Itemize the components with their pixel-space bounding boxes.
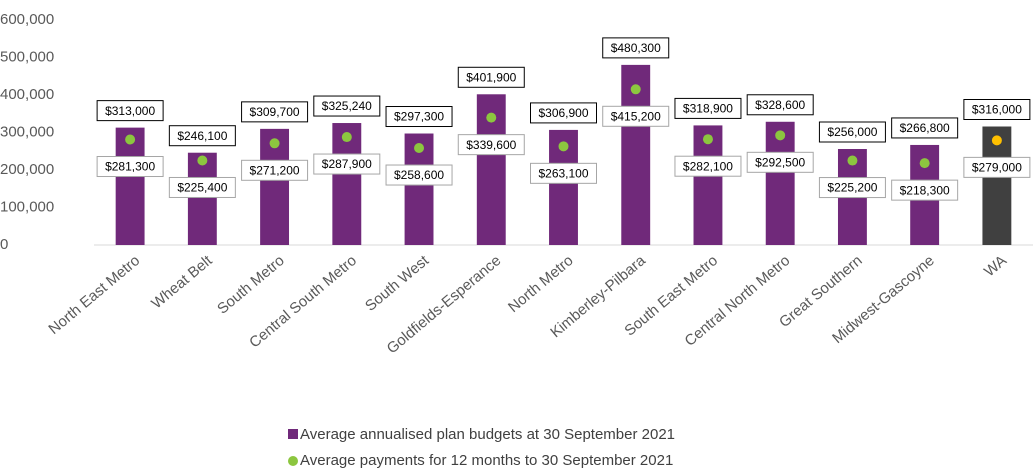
data-label-box <box>457 134 525 156</box>
y-tick-label: 0 <box>0 236 8 253</box>
data-label: $316,000 <box>972 103 1022 117</box>
data-label-box <box>530 162 597 184</box>
y-tick-label: 600,000 <box>0 11 54 28</box>
bar <box>115 127 145 245</box>
data-label: $266,800 <box>900 121 950 135</box>
data-label-box <box>963 156 1031 178</box>
data-label: $328,600 <box>755 98 805 112</box>
data-label: $292,500 <box>755 155 805 169</box>
data-label: $271,200 <box>250 163 300 177</box>
data-label: $306,900 <box>538 106 588 120</box>
legend-label: Average annualised plan budgets at 30 Se… <box>300 426 675 443</box>
data-label: $287,900 <box>322 157 372 171</box>
bar <box>693 125 723 245</box>
legend-label: Average payments for 12 months to 30 Sep… <box>300 452 673 469</box>
dot <box>775 130 786 141</box>
data-label: $309,700 <box>250 105 300 119</box>
data-label-box <box>457 66 525 88</box>
data-label: $339,600 <box>466 138 516 152</box>
data-label: $258,600 <box>394 168 444 182</box>
y-tick-label: 100,000 <box>0 198 54 215</box>
data-label-box <box>385 164 453 186</box>
bar <box>765 121 795 245</box>
data-label-box <box>818 121 886 143</box>
dot <box>125 134 136 145</box>
data-label: $325,240 <box>322 99 372 113</box>
data-label: $401,900 <box>466 70 516 84</box>
data-label-box <box>96 100 164 122</box>
data-label: $246,100 <box>177 129 227 143</box>
data-label: $256,000 <box>827 125 877 139</box>
data-label-box <box>963 99 1031 120</box>
data-label: $297,300 <box>394 110 444 124</box>
data-label: $279,000 <box>972 161 1022 175</box>
data-label: $225,200 <box>827 181 877 195</box>
data-label-box <box>168 176 236 198</box>
x-tick-label: South West <box>362 252 433 315</box>
dot <box>558 141 569 152</box>
data-label-box <box>746 94 814 116</box>
data-label-box <box>168 125 236 147</box>
data-label-box <box>530 102 597 124</box>
data-label-box <box>674 97 742 119</box>
data-label-box <box>602 105 670 127</box>
data-label: $263,100 <box>538 167 588 181</box>
data-label-box <box>746 151 814 173</box>
data-label: $480,300 <box>611 41 661 55</box>
x-tick-label: WA <box>981 252 1010 280</box>
legend-swatch <box>288 429 298 439</box>
x-tick-label: North Metro <box>505 252 577 316</box>
data-label: $281,300 <box>105 160 155 174</box>
x-tick-label: South Metro <box>214 252 288 318</box>
data-label-box <box>602 37 670 59</box>
y-tick-label: 200,000 <box>0 161 54 178</box>
data-label: $218,300 <box>900 183 950 197</box>
x-tick-label: Wheat Belt <box>148 252 216 313</box>
dot <box>486 112 497 123</box>
data-label-box <box>241 101 309 123</box>
y-tick-label: 500,000 <box>0 48 54 65</box>
data-label: $415,200 <box>611 109 661 123</box>
y-tick-label: 400,000 <box>0 86 54 103</box>
data-label: $313,000 <box>105 104 155 118</box>
data-label-box <box>891 117 959 139</box>
data-label: $282,100 <box>683 159 733 173</box>
data-label-box <box>313 153 381 175</box>
dot <box>414 143 425 154</box>
data-label-box <box>385 106 453 128</box>
dot <box>919 158 930 169</box>
bar <box>982 126 1012 245</box>
legend-swatch <box>288 456 298 466</box>
bar <box>187 152 217 245</box>
data-label-box <box>96 156 164 178</box>
dot <box>630 84 641 95</box>
dot <box>269 138 280 149</box>
bar <box>332 123 362 245</box>
dot <box>702 134 713 145</box>
dot <box>847 155 858 166</box>
x-tick-label: North East Metro <box>45 252 143 338</box>
bar <box>621 64 651 245</box>
data-label-box <box>674 155 742 177</box>
dot <box>341 132 352 143</box>
data-label-box <box>313 95 381 117</box>
dot <box>991 135 1002 146</box>
data-label-box <box>891 179 959 201</box>
data-label: $225,400 <box>177 181 227 195</box>
data-label-box <box>818 177 886 199</box>
data-label-box <box>241 159 309 181</box>
dot <box>197 155 208 166</box>
y-tick-label: 300,000 <box>0 123 54 140</box>
data-label: $318,900 <box>683 102 733 116</box>
